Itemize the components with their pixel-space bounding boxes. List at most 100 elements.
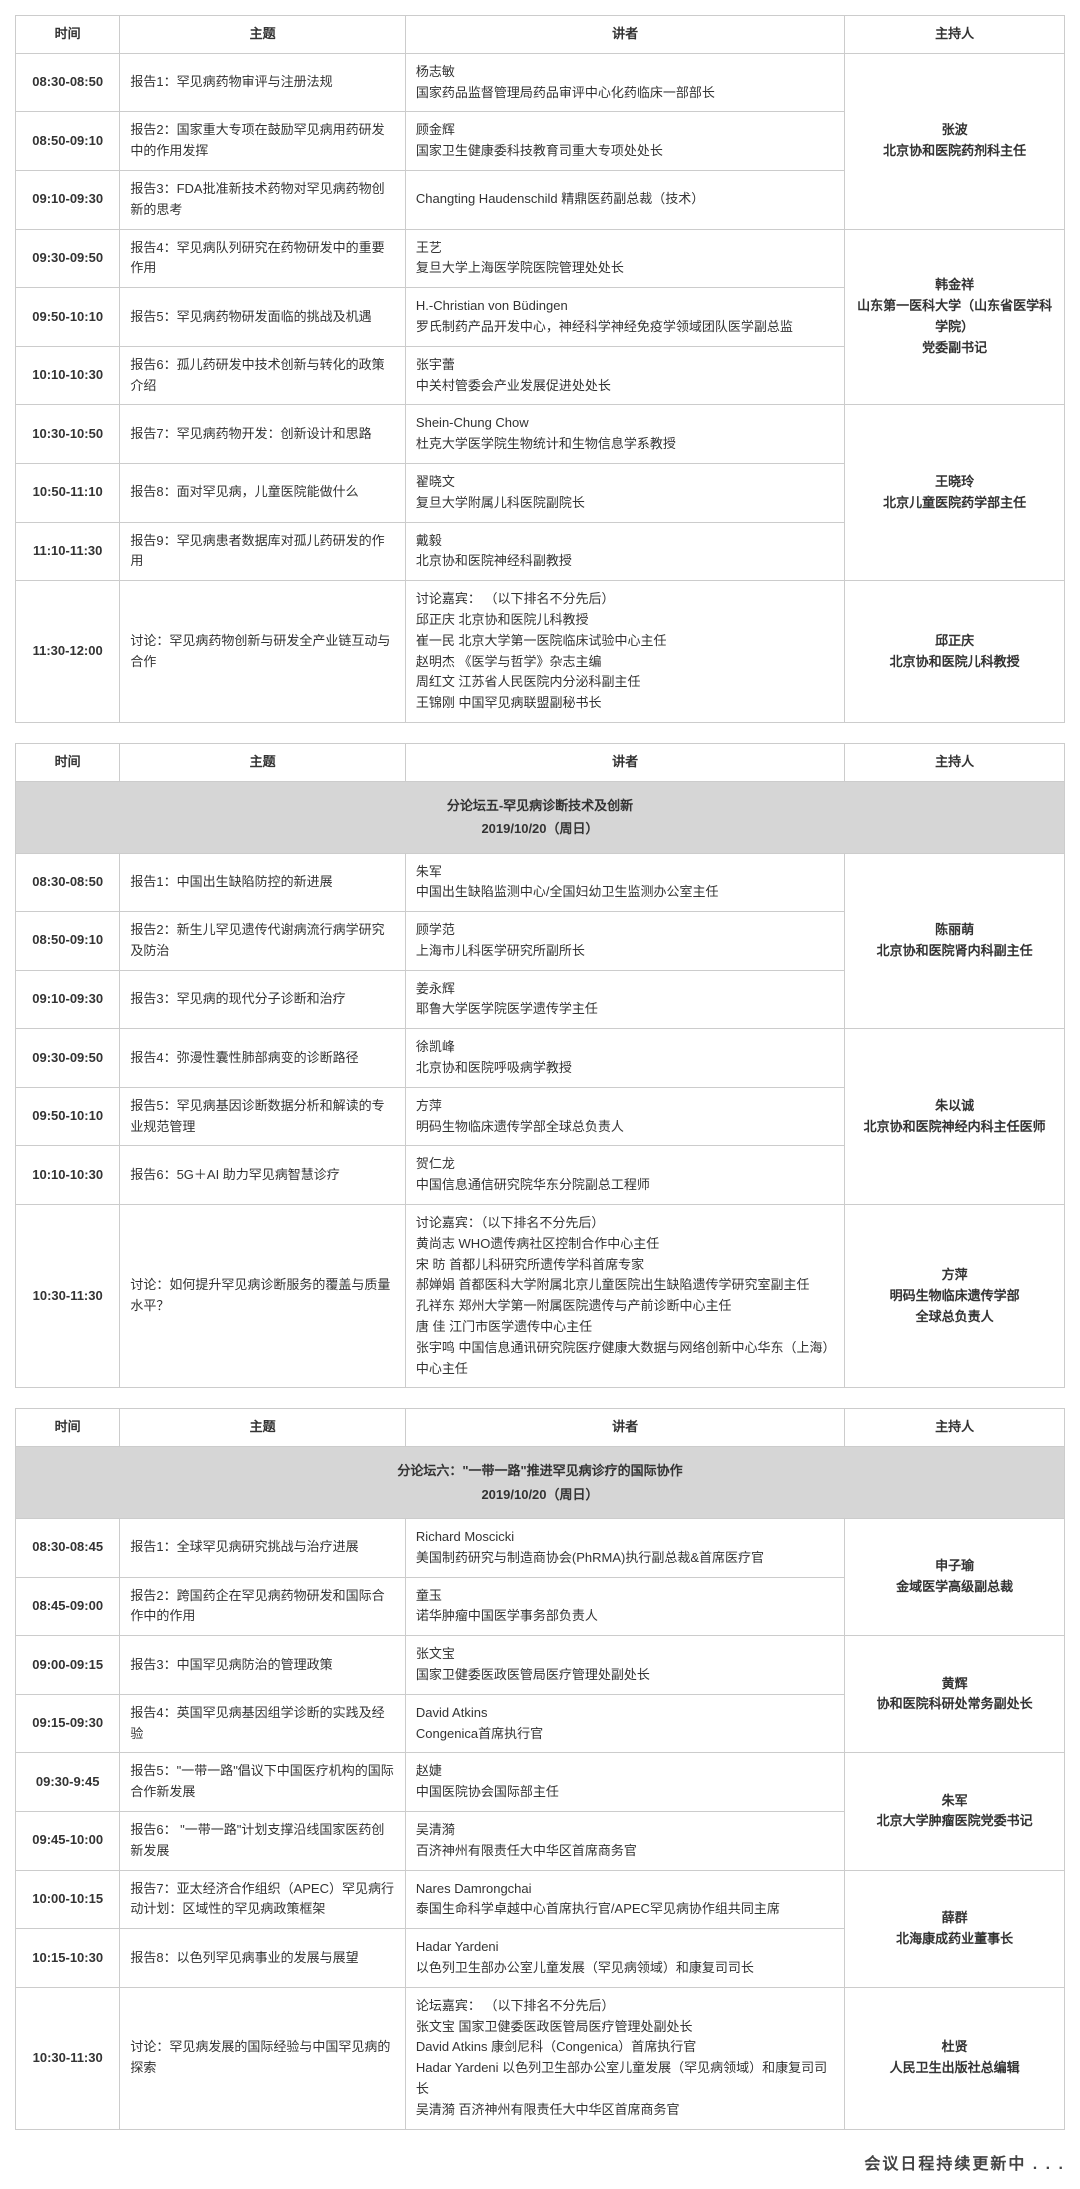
cell-speaker: 姜永辉 耶鲁大学医学院医学遗传学主任 <box>405 970 844 1029</box>
cell-topic: 报告2：新生儿罕见遗传代谢病流行病学研究及防治 <box>120 912 406 971</box>
cell-time: 10:10-10:30 <box>16 1146 120 1205</box>
table-row: 09:30-9:45报告5："一带一路"倡议下中国医疗机构的国际合作新发展赵婕 … <box>16 1753 1065 1812</box>
cell-time: 09:30-09:50 <box>16 229 120 288</box>
th-topic: 主题 <box>120 16 406 54</box>
cell-speaker: 朱军 中国出生缺陷监测中心/全国妇幼卫生监测办公室主任 <box>405 853 844 912</box>
cell-speaker: David Atkins Congenica首席执行官 <box>405 1694 844 1753</box>
cell-time: 09:00-09:15 <box>16 1636 120 1695</box>
cell-host: 申子瑜 金域医学高级副总裁 <box>845 1519 1065 1636</box>
th-time: 时间 <box>16 743 120 781</box>
cell-topic: 报告3：中国罕见病防治的管理政策 <box>120 1636 406 1695</box>
cell-topic: 报告8：以色列罕见病事业的发展与展望 <box>120 1929 406 1988</box>
cell-time: 10:30-11:30 <box>16 1205 120 1388</box>
cell-host: 王晓玲 北京儿童医院药学部主任 <box>845 405 1065 581</box>
cell-speaker: 讨论嘉宾： （以下排名不分先后） 邱正庆 北京协和医院儿科教授 崔一民 北京大学… <box>405 581 844 723</box>
cell-speaker: 童玉 诺华肿瘤中国医学事务部负责人 <box>405 1577 844 1636</box>
cell-speaker: 翟晓文 复旦大学附属儿科医院副院长 <box>405 463 844 522</box>
cell-speaker: 方萍 明码生物临床遗传学部全球总负责人 <box>405 1087 844 1146</box>
cell-time: 08:30-08:50 <box>16 853 120 912</box>
table-row: 08:30-08:45报告1：全球罕见病研究挑战与治疗进展Richard Mos… <box>16 1519 1065 1578</box>
cell-topic: 报告4：弥漫性囊性肺部病变的诊断路径 <box>120 1029 406 1088</box>
cell-topic: 讨论：罕见病药物创新与研发全产业链互动与合作 <box>120 581 406 723</box>
cell-topic: 报告4：英国罕见病基因组学诊断的实践及经验 <box>120 1694 406 1753</box>
cell-topic: 报告4：罕见病队列研究在药物研发中的重要作用 <box>120 229 406 288</box>
table-header-row: 时间 主题 讲者 主持人 <box>16 1409 1065 1447</box>
cell-time: 09:30-09:50 <box>16 1029 120 1088</box>
cell-speaker: 赵婕 中国医院协会国际部主任 <box>405 1753 844 1812</box>
cell-topic: 报告1：罕见病药物审评与注册法规 <box>120 53 406 112</box>
cell-speaker: 徐凯峰 北京协和医院呼吸病学教授 <box>405 1029 844 1088</box>
th-host: 主持人 <box>845 16 1065 54</box>
cell-time: 09:15-09:30 <box>16 1694 120 1753</box>
cell-speaker: H.-Christian von Büdingen 罗氏制药产品开发中心，神经科… <box>405 288 844 347</box>
table-row: 08:30-08:50报告1：罕见病药物审评与注册法规杨志敏 国家药品监督管理局… <box>16 53 1065 112</box>
cell-topic: 报告7：罕见病药物开发：创新设计和思路 <box>120 405 406 464</box>
cell-speaker: Shein-Chung Chow 杜克大学医学院生物统计和生物信息学系教授 <box>405 405 844 464</box>
table-row: 09:30-09:50报告4：罕见病队列研究在药物研发中的重要作用王艺 复旦大学… <box>16 229 1065 288</box>
session-banner-6: 分论坛六："一带一路"推进罕见病诊疗的国际协作 2019/10/20（周日） <box>16 1447 1065 1519</box>
th-time: 时间 <box>16 1409 120 1447</box>
th-topic: 主题 <box>120 743 406 781</box>
cell-time: 10:10-10:30 <box>16 346 120 405</box>
cell-time: 09:50-10:10 <box>16 288 120 347</box>
cell-topic: 报告8：面对罕见病，儿童医院能做什么 <box>120 463 406 522</box>
cell-topic: 报告9：罕见病患者数据库对孤儿药研发的作用 <box>120 522 406 581</box>
cell-time: 10:50-11:10 <box>16 463 120 522</box>
schedule-table-4: 时间 主题 讲者 主持人 08:30-08:50报告1：罕见病药物审评与注册法规… <box>15 15 1065 723</box>
cell-topic: 报告6：5G＋AI 助力罕见病智慧诊疗 <box>120 1146 406 1205</box>
cell-speaker: 张宇蕾 中关村管委会产业发展促进处处长 <box>405 346 844 405</box>
table-row: 10:30-10:50报告7：罕见病药物开发：创新设计和思路Shein-Chun… <box>16 405 1065 464</box>
cell-speaker: 论坛嘉宾： （以下排名不分先后） 张文宝 国家卫健委医政医管局医疗管理处副处长 … <box>405 1987 844 2129</box>
table-row: 10:30-11:30讨论：如何提升罕见病诊断服务的覆盖与质量水平？讨论嘉宾：（… <box>16 1205 1065 1388</box>
th-host: 主持人 <box>845 1409 1065 1447</box>
cell-topic: 讨论：罕见病发展的国际经验与中国罕见病的探索 <box>120 1987 406 2129</box>
cell-speaker: 杨志敏 国家药品监督管理局药品审评中心化药临床一部部长 <box>405 53 844 112</box>
cell-time: 08:30-08:45 <box>16 1519 120 1578</box>
th-host: 主持人 <box>845 743 1065 781</box>
cell-time: 10:30-10:50 <box>16 405 120 464</box>
cell-speaker: Hadar Yardeni 以色列卫生部办公室儿童发展（罕见病领域）和康复司司长 <box>405 1929 844 1988</box>
cell-speaker: Changting Haudenschild 精鼎医药副总裁（技术） <box>405 170 844 229</box>
cell-time: 10:15-10:30 <box>16 1929 120 1988</box>
cell-time: 11:30-12:00 <box>16 581 120 723</box>
cell-host: 朱以诚 北京协和医院神经内科主任医师 <box>845 1029 1065 1205</box>
cell-time: 11:10-11:30 <box>16 522 120 581</box>
table-row: 10:00-10:15报告7：亚太经济合作组织（APEC）罕见病行动计划：区域性… <box>16 1870 1065 1929</box>
th-speaker: 讲者 <box>405 743 844 781</box>
cell-topic: 报告6：孤儿药研发中技术创新与转化的政策介绍 <box>120 346 406 405</box>
cell-topic: 报告2：跨国药企在罕见病药物研发和国际合作中的作用 <box>120 1577 406 1636</box>
cell-time: 09:45-10:00 <box>16 1811 120 1870</box>
cell-host: 韩金祥 山东第一医科大学（山东省医学科学院） 党委副书记 <box>845 229 1065 405</box>
cell-time: 09:50-10:10 <box>16 1087 120 1146</box>
table-row: 09:00-09:15报告3：中国罕见病防治的管理政策张文宝 国家卫健委医政医管… <box>16 1636 1065 1695</box>
table-header-row: 时间 主题 讲者 主持人 <box>16 16 1065 54</box>
cell-time: 08:30-08:50 <box>16 53 120 112</box>
cell-speaker: 戴毅 北京协和医院神经科副教授 <box>405 522 844 581</box>
cell-speaker: 王艺 复旦大学上海医学院医院管理处处长 <box>405 229 844 288</box>
footer-continue-text: 会议日程持续更新中 . . . <box>15 2150 1065 2174</box>
cell-time: 08:50-09:10 <box>16 912 120 971</box>
cell-host: 杜贤 人民卫生出版社总编辑 <box>845 1987 1065 2129</box>
table-row: 08:30-08:50报告1：中国出生缺陷防控的新进展朱军 中国出生缺陷监测中心… <box>16 853 1065 912</box>
table-row: 10:30-11:30讨论：罕见病发展的国际经验与中国罕见病的探索论坛嘉宾： （… <box>16 1987 1065 2129</box>
cell-topic: 报告5："一带一路"倡议下中国医疗机构的国际合作新发展 <box>120 1753 406 1812</box>
cell-speaker: 吴清漪 百济神州有限责任大中华区首席商务官 <box>405 1811 844 1870</box>
cell-time: 08:50-09:10 <box>16 112 120 171</box>
cell-speaker: 张文宝 国家卫健委医政医管局医疗管理处副处长 <box>405 1636 844 1695</box>
th-topic: 主题 <box>120 1409 406 1447</box>
cell-host: 陈丽萌 北京协和医院肾内科副主任 <box>845 853 1065 1029</box>
schedule-table-6: 分论坛六："一带一路"推进罕见病诊疗的国际协作 2019/10/20（周日） 时… <box>15 1408 1065 2129</box>
cell-time: 09:10-09:30 <box>16 170 120 229</box>
cell-host: 邱正庆 北京协和医院儿科教授 <box>845 581 1065 723</box>
cell-topic: 报告5：罕见病基因诊断数据分析和解读的专业规范管理 <box>120 1087 406 1146</box>
th-speaker: 讲者 <box>405 1409 844 1447</box>
th-time: 时间 <box>16 16 120 54</box>
cell-time: 10:00-10:15 <box>16 1870 120 1929</box>
session-banner-5: 分论坛五-罕见病诊断技术及创新 2019/10/20（周日） <box>16 781 1065 853</box>
cell-topic: 报告5：罕见病药物研发面临的挑战及机遇 <box>120 288 406 347</box>
cell-topic: 报告6： "一带一路"计划支撑沿线国家医药创新发展 <box>120 1811 406 1870</box>
th-speaker: 讲者 <box>405 16 844 54</box>
table-row: 11:30-12:00讨论：罕见病药物创新与研发全产业链互动与合作讨论嘉宾： （… <box>16 581 1065 723</box>
cell-time: 09:30-9:45 <box>16 1753 120 1812</box>
cell-host: 薛群 北海康成药业董事长 <box>845 1870 1065 1987</box>
